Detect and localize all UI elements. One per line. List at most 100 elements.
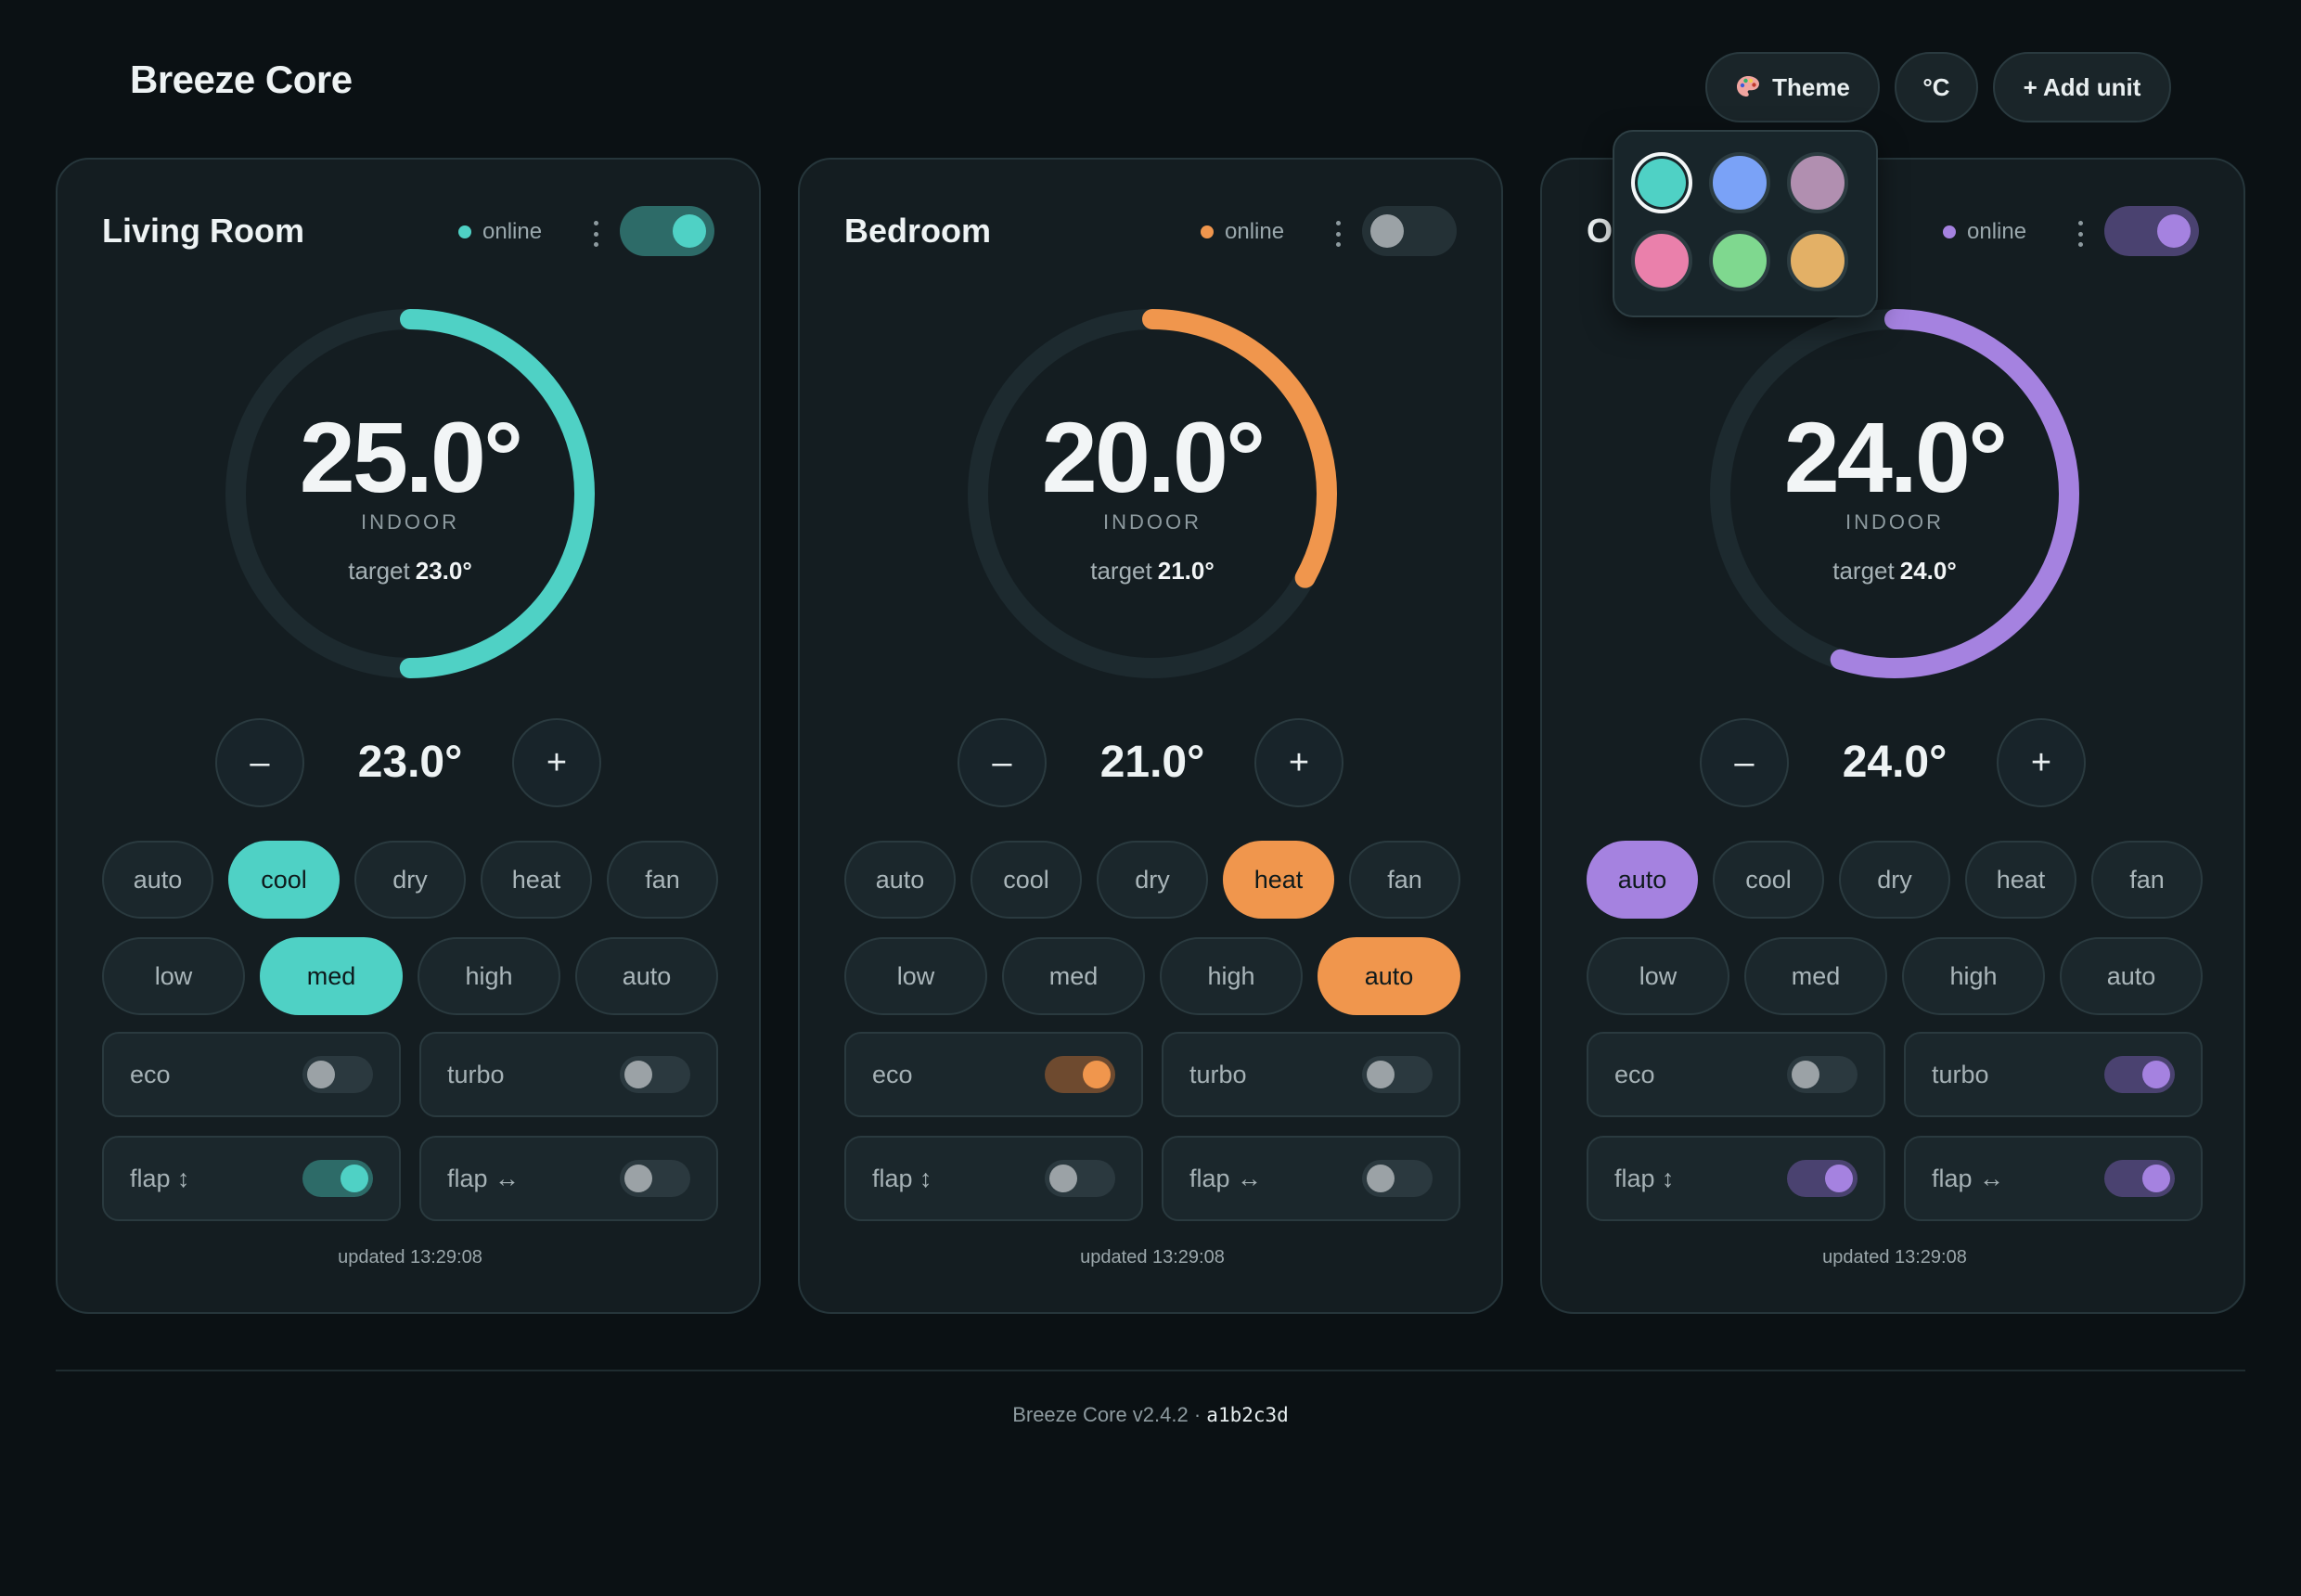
fan-speed-button-low[interactable]: low [1587, 937, 1729, 1015]
mode-button-cool[interactable]: cool [971, 841, 1082, 919]
fan-speed-button-med[interactable]: med [260, 937, 403, 1015]
target-label: target [348, 557, 410, 585]
mode-button-dry[interactable]: dry [1839, 841, 1950, 919]
flap-vertical-switch[interactable] [1787, 1160, 1858, 1197]
option-flap-horizontal: flap ↔ [1162, 1136, 1460, 1221]
turbo-switch[interactable] [620, 1056, 690, 1093]
setpoint-value: 23.0° [357, 738, 463, 787]
option-label: flap ↕ [872, 1164, 932, 1192]
indoor-label: INDOOR [1845, 510, 1944, 534]
switch-knob [1792, 1061, 1819, 1088]
mode-button-heat[interactable]: heat [1965, 841, 2076, 919]
power-toggle[interactable] [1362, 206, 1457, 256]
mode-button-dry[interactable]: dry [1097, 841, 1208, 919]
flap-vertical-switch[interactable] [302, 1160, 373, 1197]
theme-color-swatch[interactable] [1709, 152, 1770, 213]
mode-button-cool[interactable]: cool [1713, 841, 1824, 919]
footer-version: Breeze Core v2.4.2 · [1012, 1403, 1207, 1426]
flap-horizontal-switch[interactable] [1362, 1160, 1433, 1197]
last-updated: updated 13:29:08 [1822, 1247, 1967, 1268]
status-dot-icon [1943, 225, 1956, 238]
eco-switch[interactable] [1045, 1056, 1115, 1093]
theme-button[interactable]: Theme [1705, 52, 1880, 122]
fan-speed-button-auto[interactable]: auto [2060, 937, 2203, 1015]
fan-speed-button-high[interactable]: high [1902, 937, 2045, 1015]
target-label: target [1090, 557, 1152, 585]
add-unit-button[interactable]: + Add unit [1993, 52, 2171, 122]
flap-horizontal-switch[interactable] [620, 1160, 690, 1197]
minus-icon: – [250, 742, 270, 782]
option-label: eco [872, 1060, 913, 1088]
mode-button-dry[interactable]: dry [354, 841, 466, 919]
flap-vertical-switch[interactable] [1045, 1160, 1115, 1197]
mode-button-fan[interactable]: fan [1349, 841, 1460, 919]
fan-speed-button-auto[interactable]: auto [575, 937, 718, 1015]
decrease-temp-button[interactable]: – [1700, 718, 1789, 807]
mode-button-heat[interactable]: heat [481, 841, 592, 919]
option-label: eco [1614, 1060, 1655, 1088]
mode-button-cool[interactable]: cool [228, 841, 340, 919]
fan-speed-button-low[interactable]: low [844, 937, 987, 1015]
mode-button-auto[interactable]: auto [102, 841, 213, 919]
turbo-switch[interactable] [1362, 1056, 1433, 1093]
option-label: eco [130, 1060, 171, 1088]
fan-speed-button-low[interactable]: low [102, 937, 245, 1015]
eco-switch[interactable] [302, 1056, 373, 1093]
footer: Breeze Core v2.4.2 · a1b2c3d [0, 1403, 2301, 1427]
mode-button-auto[interactable]: auto [844, 841, 956, 919]
increase-temp-button[interactable]: + [1997, 718, 2086, 807]
status-text: online [1967, 219, 2027, 244]
switch-knob [1367, 1165, 1395, 1192]
switch-knob [624, 1165, 652, 1192]
theme-color-swatch[interactable] [1787, 152, 1848, 213]
mode-button-fan[interactable]: fan [607, 841, 718, 919]
power-toggle-knob [673, 214, 706, 248]
more-options-icon[interactable] [2069, 217, 2091, 251]
mode-button-heat[interactable]: heat [1223, 841, 1334, 919]
minus-icon: – [992, 742, 1012, 782]
option-label: turbo [447, 1060, 505, 1088]
fan-speed-button-med[interactable]: med [1744, 937, 1887, 1015]
turbo-switch[interactable] [2104, 1056, 2175, 1093]
plus-icon: + [546, 742, 568, 782]
fan-speed-button-med[interactable]: med [1002, 937, 1145, 1015]
option-label: flap ↔ [447, 1164, 521, 1192]
fan-speed-selector: low med high auto [844, 937, 1460, 1015]
decrease-temp-button[interactable]: – [215, 718, 304, 807]
temperature-dial[interactable] [215, 299, 605, 689]
temperature-dial[interactable] [1700, 299, 2089, 689]
power-toggle[interactable] [2104, 206, 2199, 256]
temperature-dial[interactable] [958, 299, 1347, 689]
flap-horizontal-switch[interactable] [2104, 1160, 2175, 1197]
option-label: flap ↕ [130, 1164, 190, 1192]
target-label: target [1832, 557, 1895, 585]
switch-knob [307, 1061, 335, 1088]
more-options-icon[interactable] [1327, 217, 1349, 251]
fan-speed-button-auto[interactable]: auto [1318, 937, 1460, 1015]
theme-color-swatch[interactable] [1631, 152, 1692, 213]
increase-temp-button[interactable]: + [512, 718, 601, 807]
power-toggle[interactable] [620, 206, 714, 256]
target-readout: target 24.0° [1542, 557, 2247, 586]
mode-button-auto[interactable]: auto [1587, 841, 1698, 919]
add-unit-label: + Add unit [2023, 72, 2141, 101]
unit-toggle-button[interactable]: °C [1895, 52, 1978, 122]
decrease-temp-button[interactable]: – [958, 718, 1047, 807]
switch-knob [1367, 1061, 1395, 1088]
mode-button-fan[interactable]: fan [2091, 841, 2203, 919]
option-flap-vertical: flap ↕ [102, 1136, 401, 1221]
target-value: 24.0° [1899, 557, 1957, 585]
last-updated: updated 13:29:08 [338, 1247, 482, 1268]
switch-knob [1049, 1165, 1077, 1192]
more-options-icon[interactable] [585, 217, 607, 251]
eco-switch[interactable] [1787, 1056, 1858, 1093]
theme-color-swatch[interactable] [1787, 230, 1848, 291]
fan-speed-button-high[interactable]: high [418, 937, 560, 1015]
theme-color-swatch[interactable] [1709, 230, 1770, 291]
option-flap-horizontal: flap ↔ [1904, 1136, 2203, 1221]
fan-speed-button-high[interactable]: high [1160, 937, 1303, 1015]
theme-color-swatch[interactable] [1631, 230, 1692, 291]
switch-knob [1825, 1165, 1853, 1192]
increase-temp-button[interactable]: + [1254, 718, 1343, 807]
footer-commit: a1b2c3d [1206, 1404, 1289, 1426]
